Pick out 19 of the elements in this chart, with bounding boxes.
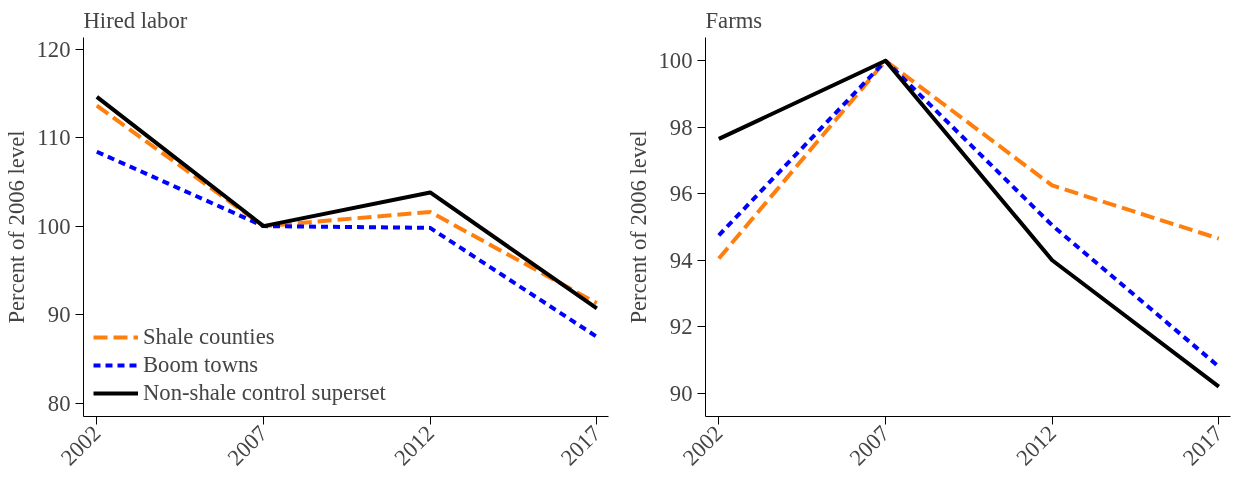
y-tick-label: 90 — [669, 380, 693, 406]
y-tick-label: 100 — [658, 48, 693, 74]
y-axis-title: Percent of 2006 level — [3, 130, 29, 324]
legend-label: Shale counties — [143, 324, 275, 350]
line-series — [716, 58, 1221, 261]
y-tick-label: 80 — [47, 390, 71, 416]
y-tick-label: 110 — [37, 125, 71, 151]
y-tick-label: 96 — [669, 181, 693, 207]
chart-title: Hired labor — [83, 7, 188, 33]
legend-label: Non-shale control superset — [143, 380, 386, 406]
y-tick-label: 94 — [669, 247, 693, 273]
legend-label: Boom towns — [143, 352, 259, 378]
y-tick-label: 98 — [669, 114, 693, 140]
y-axis-title: Percent of 2006 level — [625, 130, 651, 324]
y-tick-label: 90 — [47, 302, 71, 328]
chart-title: Farms — [705, 7, 763, 33]
y-tick-label: 92 — [669, 314, 693, 340]
y-tick-label: 120 — [36, 36, 71, 62]
y-tick-label: 100 — [36, 213, 71, 239]
